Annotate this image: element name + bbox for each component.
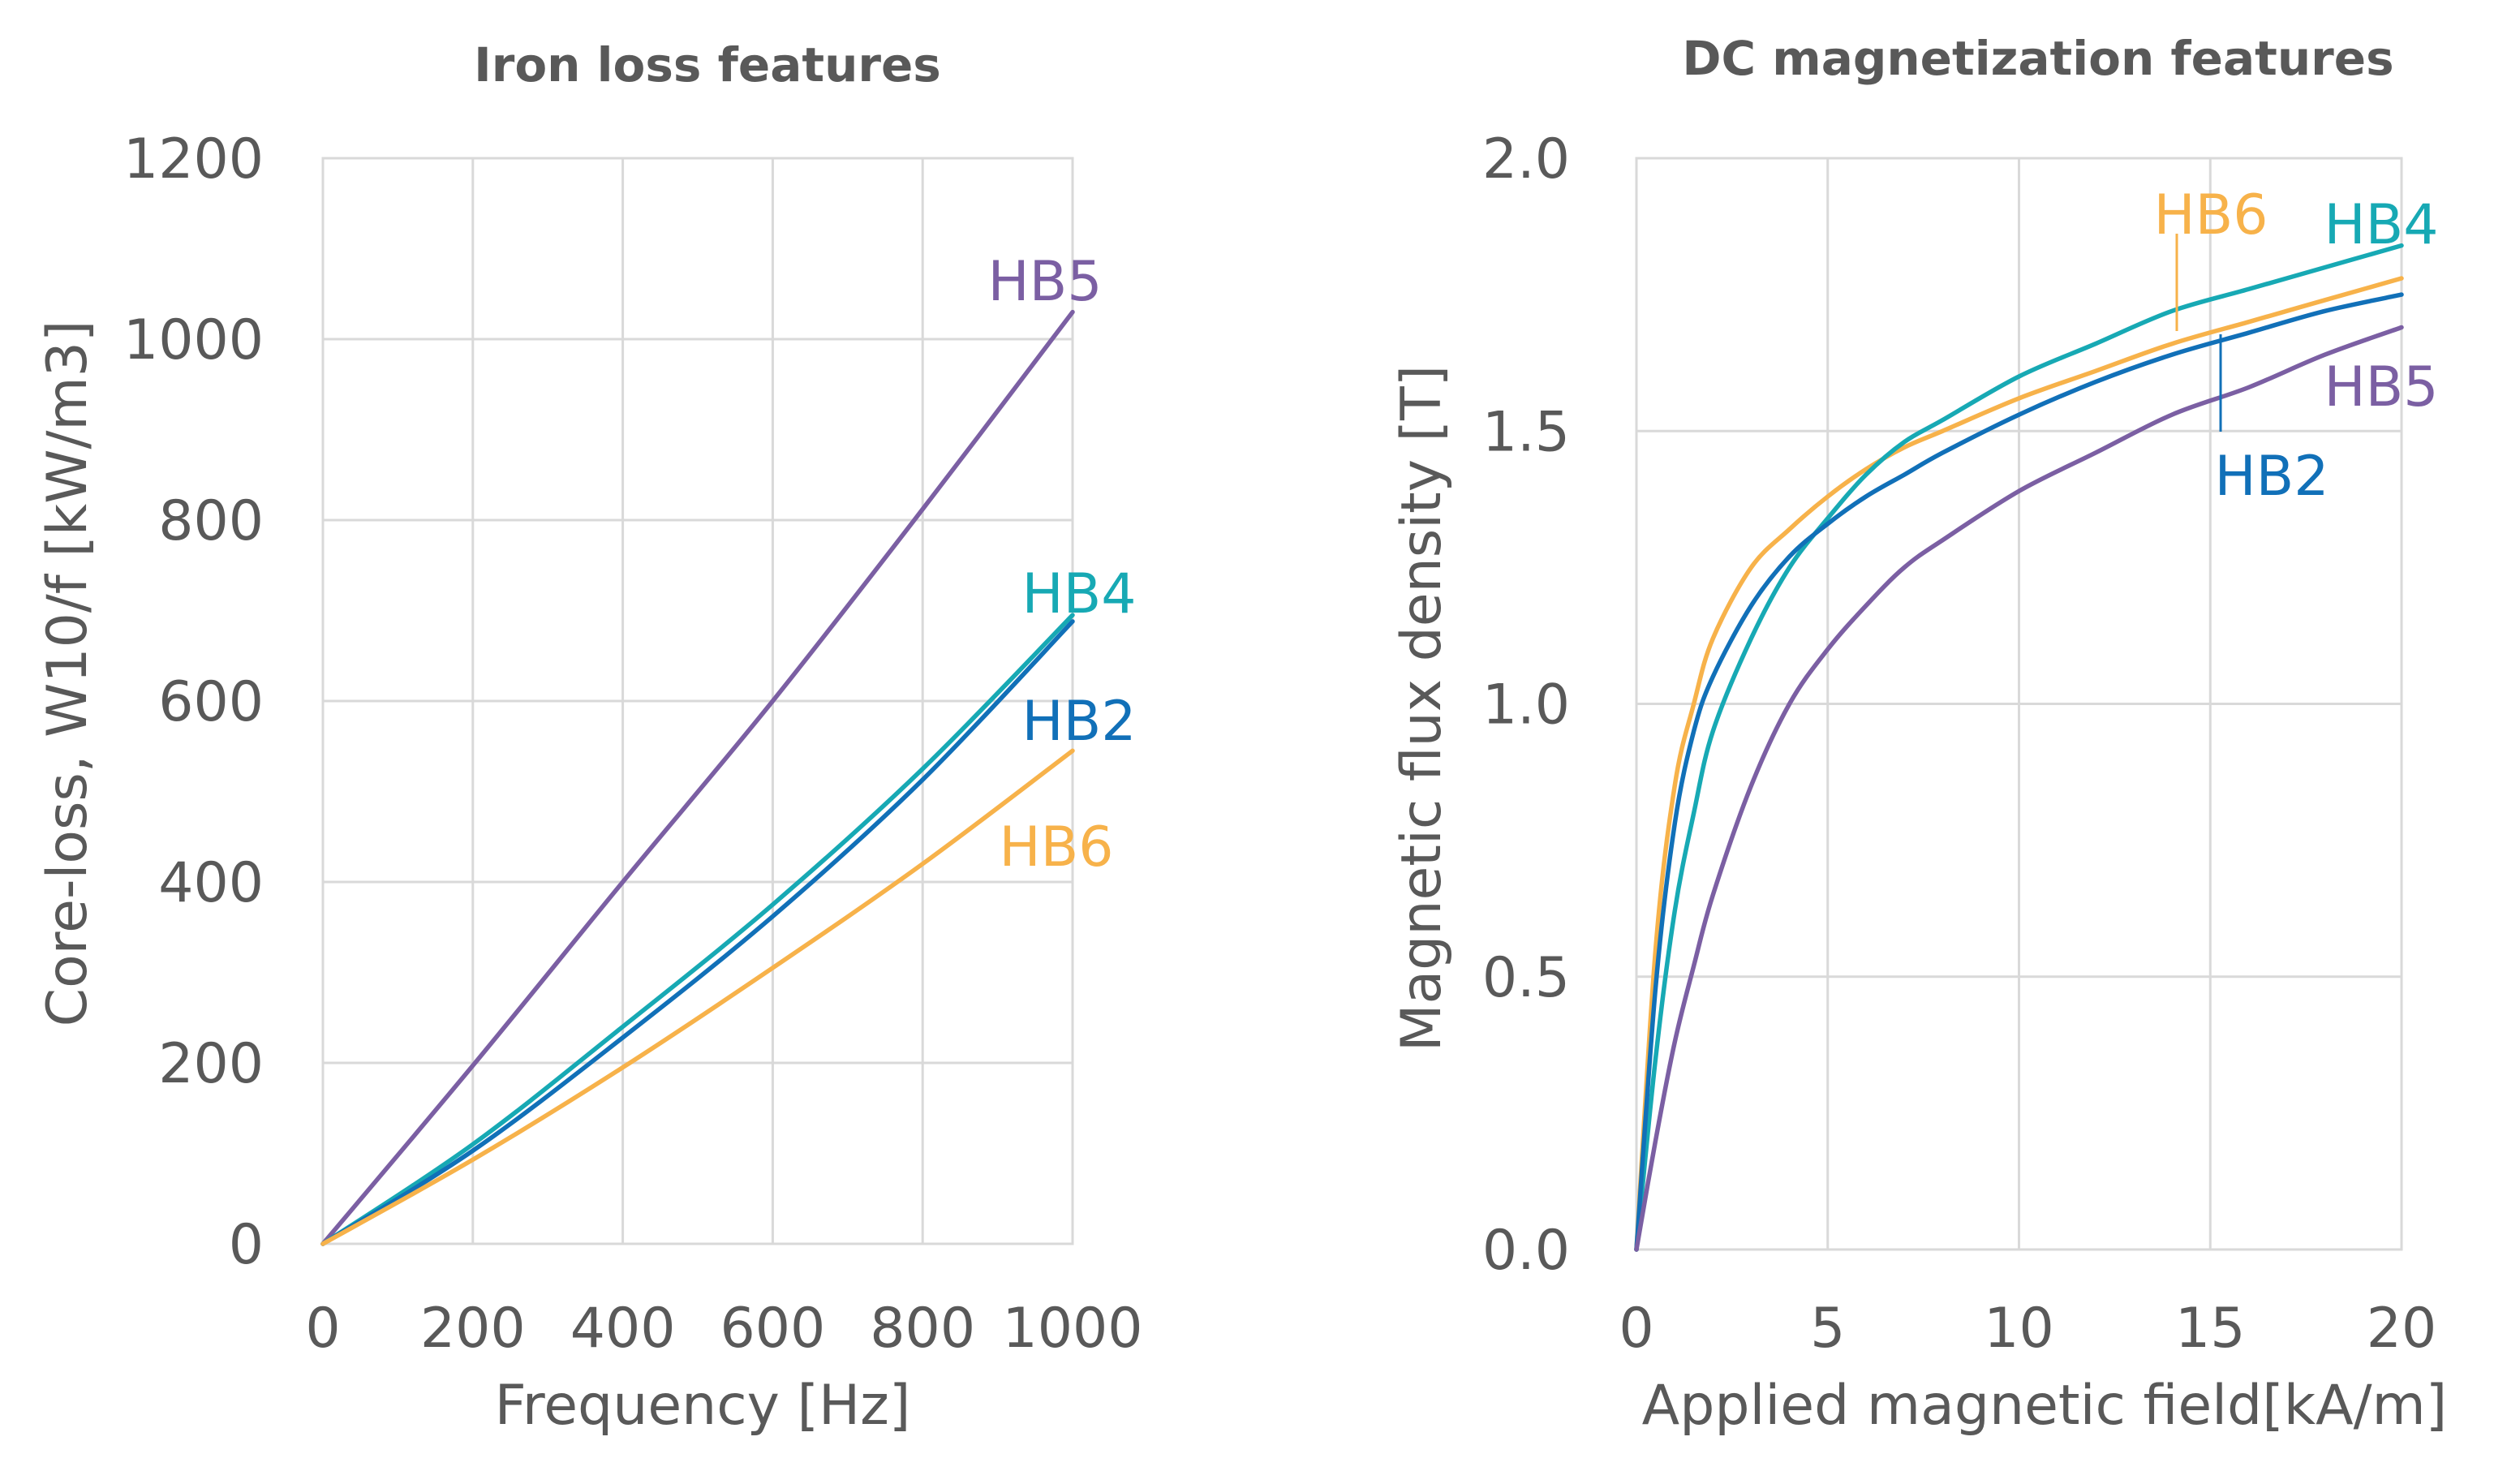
x-tick-label: 0 <box>1619 1297 1653 1361</box>
series-line-hb2 <box>320 619 1075 1246</box>
y-tick-label: 0.5 <box>1482 946 1570 1010</box>
x-tick-label: 10 <box>1984 1297 2054 1361</box>
series-label-hb4: HB4 <box>2324 193 2438 257</box>
series-line-hb2 <box>1634 292 2404 1252</box>
x-tick-label: 1000 <box>1002 1297 1142 1361</box>
y-axis-label: Magnetic flux density [T] <box>1390 365 1454 1052</box>
series-label-hb6: HB6 <box>2153 183 2268 247</box>
y-tick-label: 2.0 <box>1482 127 1570 191</box>
y-tick-label: 0 <box>229 1213 264 1277</box>
x-tick-label: 800 <box>870 1297 975 1361</box>
series-line-hb4 <box>1634 243 2404 1252</box>
y-tick-label: 200 <box>158 1032 264 1096</box>
series-line-hb5 <box>320 309 1075 1246</box>
x-tick-label: 20 <box>2367 1297 2437 1361</box>
plot-frame <box>321 157 1074 1245</box>
y-tick-label: 1000 <box>123 308 264 372</box>
series-line-hb5 <box>1634 325 2404 1252</box>
gridlines <box>321 157 1074 1245</box>
x-tick-label: 0 <box>305 1297 340 1361</box>
x-axis-label: Applied magnetic field[kA/m] <box>1642 1374 2448 1438</box>
series-line-hb4 <box>320 613 1075 1246</box>
y-tick-label: 1200 <box>123 127 264 191</box>
x-tick-label: 15 <box>2175 1297 2246 1361</box>
series-lines <box>320 309 1075 1246</box>
gridlines <box>1635 157 2403 1251</box>
series-label-hb2: HB2 <box>1021 690 1136 754</box>
series-line-hb6 <box>320 748 1075 1246</box>
series-label-hb2: HB2 <box>2214 445 2329 509</box>
y-tick-label: 800 <box>158 489 264 553</box>
x-tick-label: 5 <box>1810 1297 1845 1361</box>
series-label-hb5: HB5 <box>2324 355 2438 419</box>
chart-title: DC magnetization features <box>1682 31 2393 86</box>
x-tick-labels: 0 200 400 600 800 1000 <box>305 1297 1142 1361</box>
y-tick-labels: 0 200 400 600 800 1000 1200 <box>123 127 264 1277</box>
y-tick-label: 600 <box>158 670 264 734</box>
y-axis-label: Core-loss, W10/f [kW/m3] <box>36 320 100 1027</box>
dc-magnetization-chart: DC magnetization features 0.0 0.5 1.0 1.5 2.… <box>1390 31 2447 1438</box>
chart-title: Iron loss features <box>474 37 941 92</box>
iron-loss-chart: Iron loss features 0 200 400 600 800 1000 1200… <box>36 37 1143 1438</box>
x-tick-label: 600 <box>720 1297 826 1361</box>
series-label-hb5: HB5 <box>987 250 1102 314</box>
plot-frame <box>1635 157 2403 1251</box>
y-tick-label: 400 <box>158 851 264 915</box>
y-tick-label: 0.0 <box>1482 1219 1570 1283</box>
x-axis-label: Frequency [Hz] <box>495 1374 911 1438</box>
series-line-hb6 <box>1634 276 2404 1252</box>
y-tick-labels: 0.0 0.5 1.0 1.5 2.0 <box>1482 127 1570 1283</box>
x-tick-label: 200 <box>420 1297 526 1361</box>
y-tick-label: 1.5 <box>1482 400 1570 464</box>
x-tick-labels: 0 5 10 15 20 <box>1619 1297 2436 1361</box>
x-tick-label: 400 <box>570 1297 676 1361</box>
series-label-hb4: HB4 <box>1021 562 1136 626</box>
series-label-hb6: HB6 <box>999 815 1113 880</box>
y-tick-label: 1.0 <box>1482 673 1570 738</box>
series-lines <box>1634 243 2404 1252</box>
